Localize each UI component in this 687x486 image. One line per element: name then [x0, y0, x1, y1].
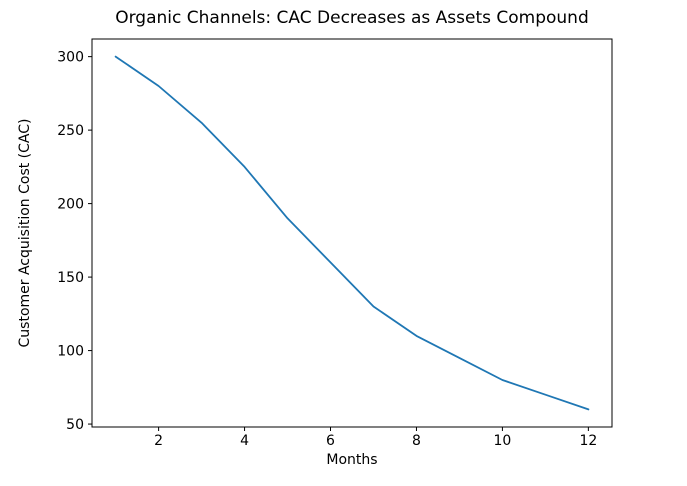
cac-series-line [114, 55, 590, 411]
axes-spines [91, 38, 613, 428]
x-tick-label: 2 [154, 433, 163, 449]
y-tick-label: 50 [66, 417, 84, 433]
y-tick-label: 100 [57, 344, 84, 360]
y-tick-label: 150 [57, 270, 84, 286]
x-tick-label: 4 [240, 433, 249, 449]
x-tick-label: 12 [579, 433, 597, 449]
x-tick-label: 10 [493, 433, 511, 449]
x-axis-label: Months [326, 452, 378, 468]
y-tick-label: 250 [57, 123, 84, 139]
y-tick-label: 200 [57, 197, 84, 213]
chart-title: Organic Channels: CAC Decreases as Asset… [115, 8, 589, 28]
x-tick-label: 6 [326, 433, 335, 449]
x-tick-label: 8 [412, 433, 421, 449]
y-tick-label: 300 [57, 50, 84, 66]
